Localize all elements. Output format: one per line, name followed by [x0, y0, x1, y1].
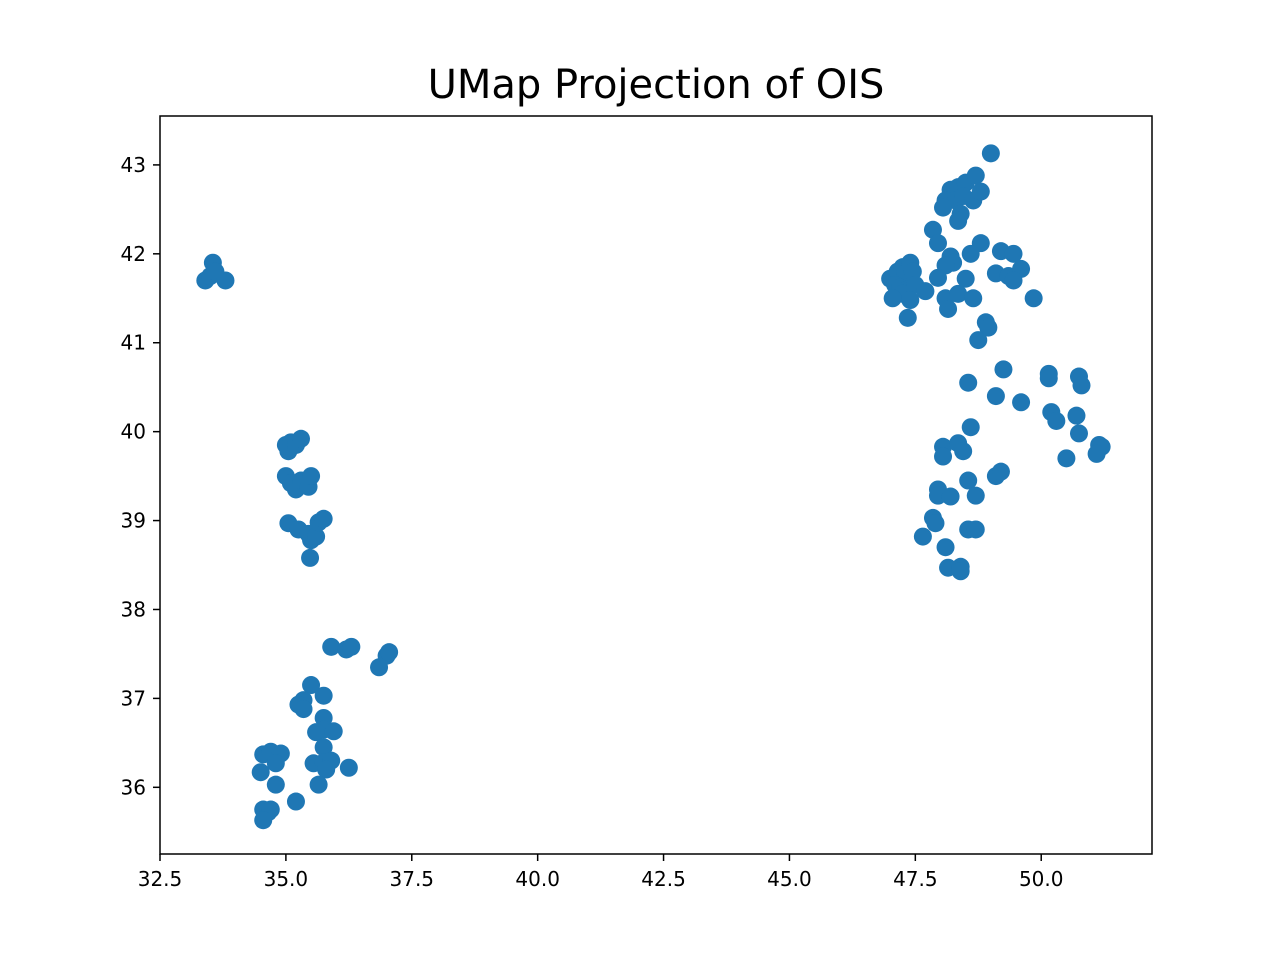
data-point: [883, 289, 902, 308]
data-point: [339, 758, 358, 777]
y-tick-label: 40: [121, 420, 146, 444]
data-point: [254, 811, 273, 830]
data-point: [966, 486, 985, 505]
data-point: [961, 244, 980, 263]
data-point: [1057, 449, 1076, 468]
data-point: [307, 527, 326, 546]
data-point: [939, 299, 958, 318]
x-axis: 32.5 35.0 37.5 40.0 42.5 45.0 47.5 50.0: [138, 854, 1064, 891]
data-point: [314, 509, 333, 528]
data-point: [302, 676, 321, 695]
data-point: [1072, 376, 1091, 395]
data-point: [951, 562, 970, 581]
data-point: [926, 514, 945, 533]
data-point: [949, 211, 968, 230]
data-point: [1039, 369, 1058, 388]
y-tick-label: 37: [121, 686, 146, 710]
x-tick-label: 37.5: [390, 867, 435, 891]
data-point: [964, 289, 983, 308]
data-point: [286, 792, 305, 811]
data-point: [291, 429, 310, 448]
y-tick-label: 41: [121, 331, 146, 355]
data-point: [1069, 424, 1088, 443]
data-point: [342, 637, 361, 656]
x-tick-label: 50.0: [1019, 867, 1064, 891]
y-tick-label: 36: [121, 775, 146, 799]
chart-title: UMap Projection of OIS: [428, 62, 885, 108]
data-point: [994, 360, 1013, 379]
y-tick-label: 42: [121, 242, 146, 266]
data-point: [322, 637, 341, 656]
data-point: [1024, 289, 1043, 308]
data-point: [969, 331, 988, 350]
data-point: [979, 318, 998, 337]
data-point: [959, 373, 978, 392]
data-point: [324, 722, 343, 741]
data-point: [991, 462, 1010, 481]
data-point: [1047, 411, 1066, 430]
data-point: [949, 284, 968, 303]
data-point: [380, 643, 399, 662]
data-point: [898, 308, 917, 327]
data-point: [1067, 406, 1086, 425]
x-tick-label: 32.5: [138, 867, 183, 891]
data-point: [916, 282, 935, 301]
data-point: [941, 487, 960, 506]
x-tick-label: 47.5: [893, 867, 938, 891]
y-tick-label: 39: [121, 509, 146, 533]
data-point: [928, 268, 947, 287]
points-layer: [196, 144, 1111, 830]
data-point: [971, 182, 990, 201]
x-tick-label: 35.0: [264, 867, 309, 891]
y-tick-label: 38: [121, 597, 146, 621]
data-point: [956, 269, 975, 288]
data-point: [294, 700, 313, 719]
data-point: [936, 538, 955, 557]
data-point: [251, 763, 270, 782]
x-tick-label: 40.0: [515, 867, 560, 891]
data-point: [307, 723, 326, 742]
data-point: [934, 198, 953, 217]
data-point: [216, 271, 235, 290]
data-point: [966, 520, 985, 539]
data-point: [1004, 244, 1023, 263]
data-point: [302, 467, 321, 486]
data-point: [934, 447, 953, 466]
data-point: [901, 291, 920, 310]
data-point: [986, 387, 1005, 406]
data-point: [1012, 393, 1031, 412]
data-point: [959, 471, 978, 490]
data-point: [1004, 271, 1023, 290]
x-tick-label: 45.0: [767, 867, 812, 891]
data-point: [903, 262, 922, 281]
data-point: [266, 754, 285, 773]
data-point: [928, 234, 947, 253]
data-point: [1087, 444, 1106, 463]
y-tick-label: 43: [121, 153, 146, 177]
data-point: [961, 418, 980, 437]
data-point: [913, 527, 932, 546]
data-point: [954, 442, 973, 461]
data-point: [314, 738, 333, 757]
y-axis: 36 37 38 39 40 41 42 43: [121, 153, 160, 799]
data-point: [301, 548, 320, 567]
data-point: [314, 686, 333, 705]
plot-frame: [159, 115, 1153, 855]
data-point: [309, 775, 328, 794]
x-tick-label: 42.5: [641, 867, 686, 891]
data-point: [966, 166, 985, 185]
data-point: [266, 775, 285, 794]
data-point: [317, 760, 336, 779]
data-point: [981, 144, 1000, 163]
